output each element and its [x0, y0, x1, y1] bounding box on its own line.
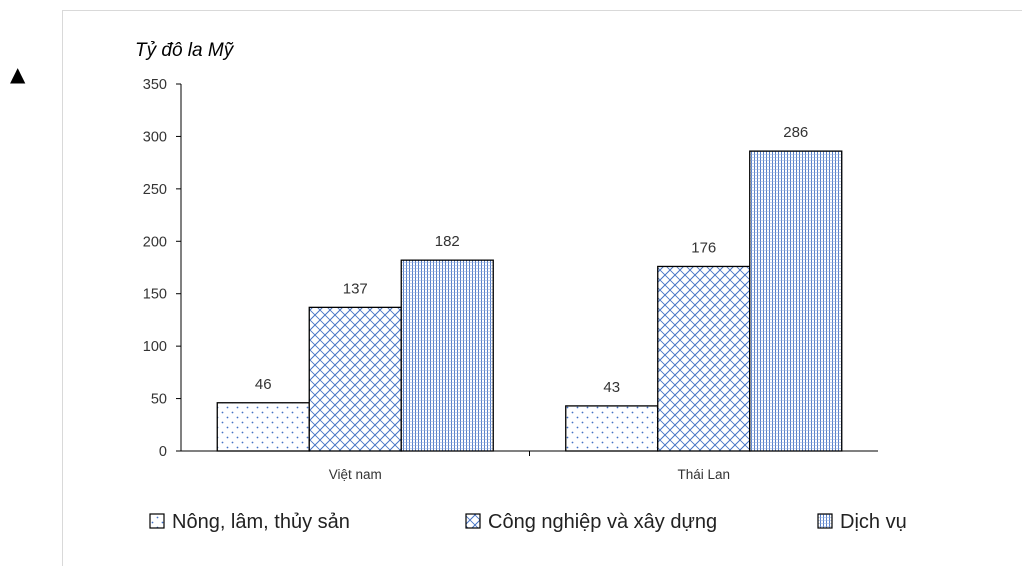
axes: 0 50 100 150 200 250 300 350 Việt nam Thái Lan [143, 77, 878, 482]
legend-label: Công nghiệp và xây dựng [488, 511, 717, 533]
legend-swatch [149, 513, 165, 529]
data-label: 46 [255, 376, 272, 393]
chart-frame [62, 10, 1022, 566]
y-tick-label: 250 [143, 182, 167, 198]
legend-swatch [817, 513, 833, 529]
data-label: 286 [783, 124, 808, 141]
data-label: 137 [343, 280, 368, 297]
y-tick-label: 100 [143, 339, 167, 355]
x-tick-label: Thái Lan [677, 467, 730, 482]
legend: Nông, lâm, thủy sản Công nghiệp và xây dự… [149, 511, 907, 533]
data-labels: 46 137 182 43 176 286 [255, 124, 808, 396]
y-tick-label: 0 [159, 444, 167, 460]
y-tick-label: 300 [143, 129, 167, 145]
y-tick-label: 350 [143, 77, 167, 93]
legend-swatch [465, 513, 481, 529]
y-tick-label: 150 [143, 287, 167, 303]
data-label: 182 [435, 233, 460, 250]
y-tick-label: 50 [151, 392, 167, 408]
x-tick-label: Việt nam [329, 467, 382, 482]
bars [216, 150, 843, 452]
data-label: 43 [603, 379, 620, 396]
y-tick-label: 200 [143, 234, 167, 250]
bar [749, 150, 843, 452]
bar [565, 405, 659, 452]
bar [308, 306, 402, 452]
bar [216, 402, 310, 452]
y-axis-title: Tỷ đô la Mỹ [135, 40, 235, 61]
triangle-marker-icon: ▲ [10, 62, 26, 86]
data-label: 176 [691, 239, 716, 256]
bar [400, 259, 494, 452]
legend-label: Dịch vụ [840, 511, 907, 533]
bar [657, 265, 751, 452]
legend-label: Nông, lâm, thủy sản [172, 511, 350, 533]
